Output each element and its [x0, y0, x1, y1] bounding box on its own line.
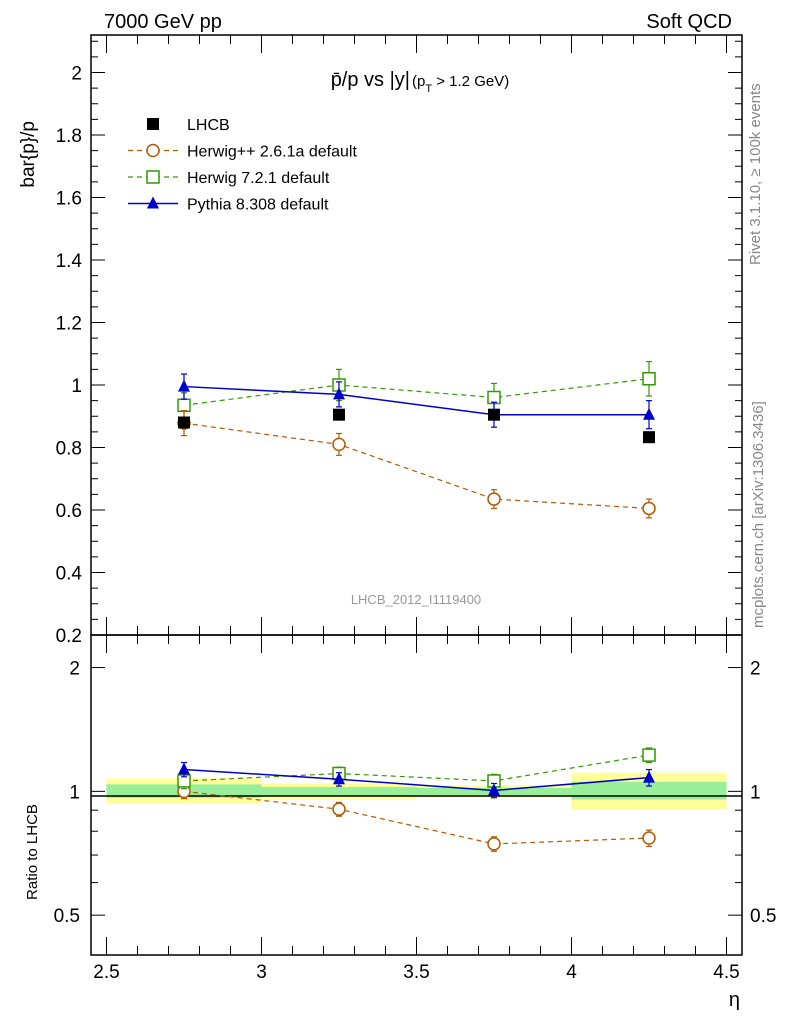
ratio-point-pythia-8-308-default: [643, 770, 655, 783]
ratio-line-herwig-2-6-1a-default: [183, 790, 650, 845]
x-axis-label: η: [729, 989, 740, 1011]
main-point-lhcb: [178, 416, 190, 429]
main-y-tick-label: 1.2: [56, 314, 82, 335]
main-y-tick-label: 0.6: [56, 501, 82, 522]
x-tick-label: 3.5: [403, 962, 429, 983]
ratio-y-tick-label: 2: [69, 659, 80, 680]
mcplots-label: mcplots.cern.ch [arXiv:1306.3436]: [750, 401, 767, 628]
main-panel: bar{p}/p p̄/p vs |y| (pT > 1.2 GeV) LHCB…: [18, 34, 743, 647]
x-tick-label: 4.5: [713, 962, 739, 983]
main-point-lhcb: [333, 408, 345, 421]
ratio-point-pythia-8-308-default: [488, 783, 500, 796]
main-point-pythia-8-308-default: [643, 407, 655, 420]
main-point-herwig-7-2-1-default: [177, 398, 191, 413]
main-point-lhcb: [488, 408, 500, 421]
ratio-y-tick-label-right: 1: [750, 782, 761, 803]
main-line-pythia-8-308-default: [183, 385, 649, 416]
legend-label-herwig-7-2-1-default: Herwig 7.2.1 default: [187, 170, 330, 187]
ratio-panel: Ratio to LHCB η 0.5 0.5 1 1 2 2 2.5 3 3.5 4 4.5: [24, 634, 776, 1011]
main-line-herwig-7-2-1-default: [183, 378, 650, 406]
ratio-point-herwig-2-6-1a-default: [642, 831, 656, 845]
main-y-tick-label: 1.8: [56, 126, 82, 147]
main-y-tick-label: 1.6: [56, 189, 82, 210]
main-point-pythia-8-308-default: [178, 379, 190, 392]
main-ylabel: bar{p}/p: [18, 121, 39, 188]
main-line-herwig-2-6-1a-default: [183, 422, 650, 510]
main-point-pythia-8-308-default: [333, 387, 345, 400]
x-tick-label: 4: [566, 962, 577, 983]
main-title: p̄/p vs |y|: [331, 69, 410, 91]
legend-marker-herwig-7-2-1-default: [146, 170, 160, 184]
ratio-point-herwig-2-6-1a-default: [332, 802, 346, 816]
main-y-tick-label: 0.2: [56, 626, 82, 647]
ratio-y-tick-label: 1: [69, 782, 80, 803]
main-y-tick-label: 1.4: [56, 251, 83, 272]
main-point-herwig-2-6-1a-default: [332, 437, 346, 452]
header-left: 7000 GeV pp: [104, 11, 222, 33]
ratio-band-inner: [571, 781, 727, 800]
main-subtitle: (pT > 1.2 GeV): [412, 73, 509, 95]
main-y-tick-label: 1: [71, 376, 82, 397]
ratio-y-tick-label-right: 2: [750, 659, 761, 680]
analysis-label: LHCB_2012_I1119400: [351, 592, 481, 607]
legend-label-lhcb: LHCB: [187, 117, 230, 134]
x-tick-label: 3: [256, 962, 267, 983]
ratio-point-pythia-8-308-default: [178, 762, 190, 775]
main-y-tick-label: 2: [71, 64, 82, 85]
ratio-point-herwig-7-2-1-default: [642, 748, 656, 762]
main-point-herwig-2-6-1a-default: [642, 501, 656, 516]
main-point-herwig-7-2-1-default: [642, 372, 656, 386]
legend-marker-pythia-8-308-default: [147, 196, 159, 209]
main-y-tick-label: 0.8: [56, 439, 82, 460]
legend-marker-lhcb: [147, 118, 159, 130]
header-right: Soft QCD: [646, 11, 732, 33]
ratio-line-herwig-7-2-1-default: [183, 754, 650, 782]
main-point-herwig-2-6-1a-default: [487, 492, 501, 506]
legend-label-herwig-2-6-1a-default: Herwig++ 2.6.1a default: [187, 144, 357, 161]
ratio-point-herwig-2-6-1a-default: [487, 837, 501, 851]
ratio-y-tick-label-right: 0.5: [750, 906, 776, 927]
ratio-y-tick-label: 0.5: [54, 906, 80, 927]
main-point-lhcb: [643, 431, 655, 444]
rivet-label: Rivet 3.1.10, ≥ 100k events: [747, 83, 764, 265]
x-tick-label: 2.5: [93, 962, 119, 983]
legend-marker-herwig-2-6-1a-default: [146, 143, 160, 158]
legend-label-pythia-8-308-default: Pythia 8.308 default: [187, 197, 329, 214]
ratio-band-inner: [261, 786, 417, 796]
legend: LHCB Herwig++ 2.6.1a default Herwig 7.2.1 …: [128, 117, 357, 214]
main-y-tick-label: 0.4: [56, 564, 83, 585]
ratio-point-pythia-8-308-default: [333, 772, 345, 785]
ratio-frame: [90, 634, 743, 956]
ratio-ylabel: Ratio to LHCB: [24, 804, 41, 900]
ratio-line-pythia-8-308-default: [183, 768, 650, 792]
